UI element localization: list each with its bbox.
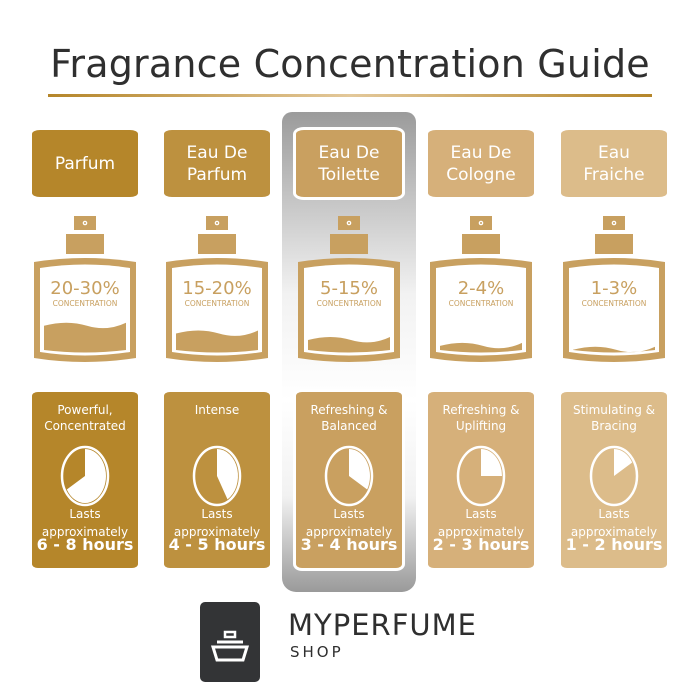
lasts-label: Lasts [598, 507, 630, 521]
approximately-label: approximately [41, 525, 129, 539]
approximately-label: approximately [173, 525, 261, 539]
concentration-value: 15-20% [182, 278, 251, 299]
clock-elapsed-wedge [614, 449, 633, 476]
page-title: Fragrance Concentration Guide [50, 42, 650, 86]
bottle-icon: 20-30% CONCENTRATION [34, 216, 136, 362]
type-name-line2: Cologne [446, 164, 516, 185]
longevity-card: Refreshing & Balanced Lasts approximatel… [296, 392, 402, 568]
longevity-card: Powerful, Concentrated Lasts approximate… [32, 392, 138, 568]
duration: 2 - 3 hours [432, 535, 530, 554]
type-name-line1: Eau [598, 142, 630, 163]
effect-line1: Stimulating & [572, 403, 656, 417]
clock-icon [589, 445, 639, 507]
effect-line2: Bracing [591, 419, 637, 433]
liquid-level [176, 330, 258, 353]
bottle-icon: 15-20% CONCENTRATION [166, 216, 268, 362]
concentration-label: CONCENTRATION [185, 299, 250, 308]
effect-line2: Uplifting [455, 419, 507, 433]
concentration-label: CONCENTRATION [53, 299, 118, 308]
bottle-icon: 2-4% CONCENTRATION [430, 216, 532, 362]
type-header: Eau Fraiche [561, 130, 667, 197]
liquid-level [573, 346, 655, 353]
type-name-line2: Toilette [318, 164, 380, 185]
concentration-value: 2-4% [458, 278, 505, 299]
approximately-label: approximately [305, 525, 393, 539]
lasts-label: Lasts [201, 507, 233, 521]
clock-elapsed-wedge [66, 449, 106, 503]
type-header: Parfum [32, 130, 138, 197]
concentration-label: CONCENTRATION [582, 299, 647, 308]
effect-line1: Refreshing & [310, 403, 388, 417]
lasts-label: Lasts [465, 507, 497, 521]
clock-icon [60, 445, 110, 507]
fragrance-column: Eau De Parfum 15-20% CONCENTRATION Inten… [164, 0, 270, 700]
effect-line2: Balanced [321, 419, 377, 433]
bottle-icon: 1-3% CONCENTRATION [563, 216, 665, 362]
liquid-level [440, 342, 522, 353]
concentration-label: CONCENTRATION [449, 299, 514, 308]
longevity-card: Stimulating & Bracing Lasts approximatel… [561, 392, 667, 568]
fragrance-column: Eau Fraiche 1-3% CONCENTRATION Stimulati… [561, 0, 667, 700]
title-divider [48, 94, 652, 97]
duration: 6 - 8 hours [36, 535, 134, 554]
type-header: Eau De Toilette [296, 130, 402, 197]
brand-name: MYPERFUME [288, 608, 477, 642]
type-name-line1: Eau De [186, 142, 248, 163]
approximately-label: approximately [570, 525, 658, 539]
lasts-label: Lasts [333, 507, 365, 521]
type-header: Eau De Parfum [164, 130, 270, 197]
duration: 4 - 5 hours [168, 535, 266, 554]
clock-elapsed-wedge [217, 449, 238, 500]
clock-icon [456, 445, 506, 507]
concentration-label: CONCENTRATION [317, 299, 382, 308]
brand-subtitle: SHOP [290, 643, 344, 661]
approximately-label: approximately [437, 525, 525, 539]
liquid-level [308, 337, 390, 353]
concentration-value: 20-30% [50, 278, 119, 299]
duration: 3 - 4 hours [300, 535, 398, 554]
type-name-line2: Fraiche [583, 164, 645, 185]
effect-line2: Concentrated [44, 419, 126, 433]
clock-elapsed-wedge [349, 449, 370, 490]
clock-icon [192, 445, 242, 507]
fragrance-column: Eau De Toilette 5-15% CONCENTRATION Refr… [296, 0, 402, 700]
type-name-line1: Eau De [318, 142, 380, 163]
clock-elapsed-wedge [481, 449, 502, 476]
type-name-line2: Parfum [186, 164, 248, 185]
lasts-label: Lasts [69, 507, 101, 521]
concentration-value: 1-3% [591, 278, 638, 299]
fragrance-column: Parfum 20-30% CONCENTRATION Powerful, Co… [32, 0, 138, 700]
liquid-level [44, 322, 126, 353]
clock-icon [324, 445, 374, 507]
longevity-card: Intense Lasts approximately 4 - 5 hours [164, 392, 270, 568]
concentration-value: 5-15% [320, 278, 378, 299]
type-header: Eau De Cologne [428, 130, 534, 197]
fragrance-column: Eau De Cologne 2-4% CONCENTRATION Refres… [428, 0, 534, 700]
duration: 1 - 2 hours [565, 535, 663, 554]
brand-logo-icon [200, 602, 260, 682]
effect-line1: Refreshing & [442, 403, 520, 417]
type-name-line1: Parfum [54, 153, 116, 174]
bottle-icon: 5-15% CONCENTRATION [298, 216, 400, 362]
longevity-card: Refreshing & Uplifting Lasts approximate… [428, 392, 534, 568]
effect-line1: Intense [194, 403, 240, 417]
effect-line1: Powerful, [57, 403, 113, 417]
type-name-line1: Eau De [450, 142, 512, 163]
